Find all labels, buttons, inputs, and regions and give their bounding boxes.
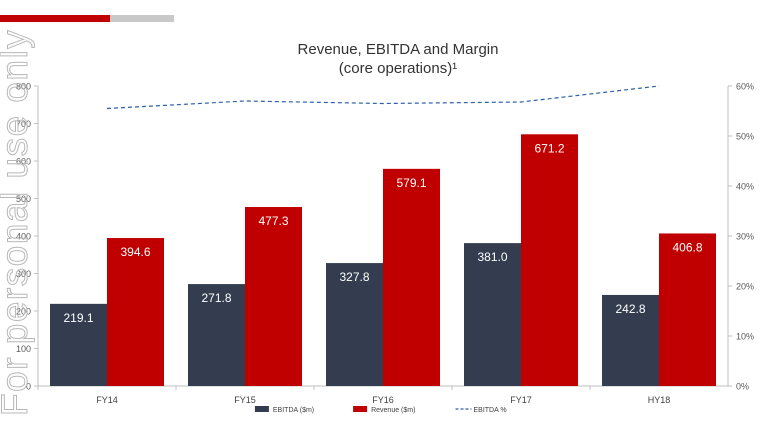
y-left-tick-label: 800 [16, 82, 31, 92]
data-label-ebitda: 242.8 [615, 302, 645, 316]
chart-subtitle: (core operations)¹ [339, 60, 457, 77]
x-tick-label: FY16 [372, 395, 394, 405]
x-tick-label: FY14 [96, 395, 118, 405]
legend-label: EBITDA ($m) [273, 407, 314, 414]
data-label-ebitda: 327.8 [339, 270, 369, 284]
y-left-tick-label: 700 [16, 119, 31, 129]
header-bar-red [0, 15, 110, 22]
x-tick-label: HY18 [648, 395, 671, 405]
y-right-tick-label: 50% [736, 132, 754, 142]
bar-revenue [521, 134, 578, 386]
bar-ebitda [50, 303, 107, 386]
data-label-revenue: 477.3 [258, 214, 288, 228]
data-label-revenue: 406.8 [672, 240, 702, 254]
legend-label: Revenue ($m) [371, 407, 415, 414]
bar-ebitda [326, 263, 383, 386]
y-left-tick-label: 500 [16, 194, 31, 204]
bar-ebitda [464, 243, 521, 386]
data-label-ebitda: 271.8 [201, 291, 231, 305]
y-left-tick-label: 100 [16, 344, 31, 354]
y-right-tick-label: 30% [736, 232, 754, 242]
legend-label: EBITDA % [474, 407, 507, 414]
y-right-tick-label: 0% [736, 382, 749, 392]
legend-swatch [254, 406, 269, 412]
header-bar-grey [110, 15, 174, 22]
chart-title: Revenue, EBITDA and Margin [298, 41, 499, 58]
y-right-tick-label: 20% [736, 282, 754, 292]
plot-area: 0 100 200 300 400 500 600 700 800 0% 10% 20% 30% 40% 5… [16, 82, 754, 406]
line-ebitda-margin [106, 85, 660, 110]
bar-revenue [245, 207, 302, 386]
bar-ebitda [188, 284, 245, 386]
legend: EBITDA ($m) Revenue ($m) EBITDA % [254, 406, 507, 414]
x-tick-label: FY17 [510, 395, 532, 405]
y-right-tick-label: 10% [736, 332, 754, 342]
data-label-revenue: 671.2 [534, 141, 564, 155]
y-left-tick-label: 600 [16, 157, 31, 167]
data-label-ebitda: 219.1 [63, 311, 93, 325]
bar-revenue [107, 238, 164, 386]
y-left-tick-label: 300 [16, 269, 31, 279]
y-right-tick-label: 40% [736, 182, 754, 192]
bar-revenue [383, 168, 440, 386]
bar-ebitda [602, 294, 659, 386]
y-left-tick-label: 200 [16, 307, 31, 317]
legend-swatch [353, 406, 368, 412]
y-right-tick-label: 60% [736, 82, 754, 92]
data-label-revenue: 579.1 [396, 176, 426, 190]
y-left-tick-label: 400 [16, 232, 31, 242]
x-tick-label: FY15 [234, 395, 256, 405]
data-label-revenue: 394.6 [120, 245, 150, 259]
bar-revenue [659, 233, 716, 386]
data-label-ebitda: 381.0 [477, 250, 507, 264]
y-left-tick-label: 0 [26, 382, 31, 392]
